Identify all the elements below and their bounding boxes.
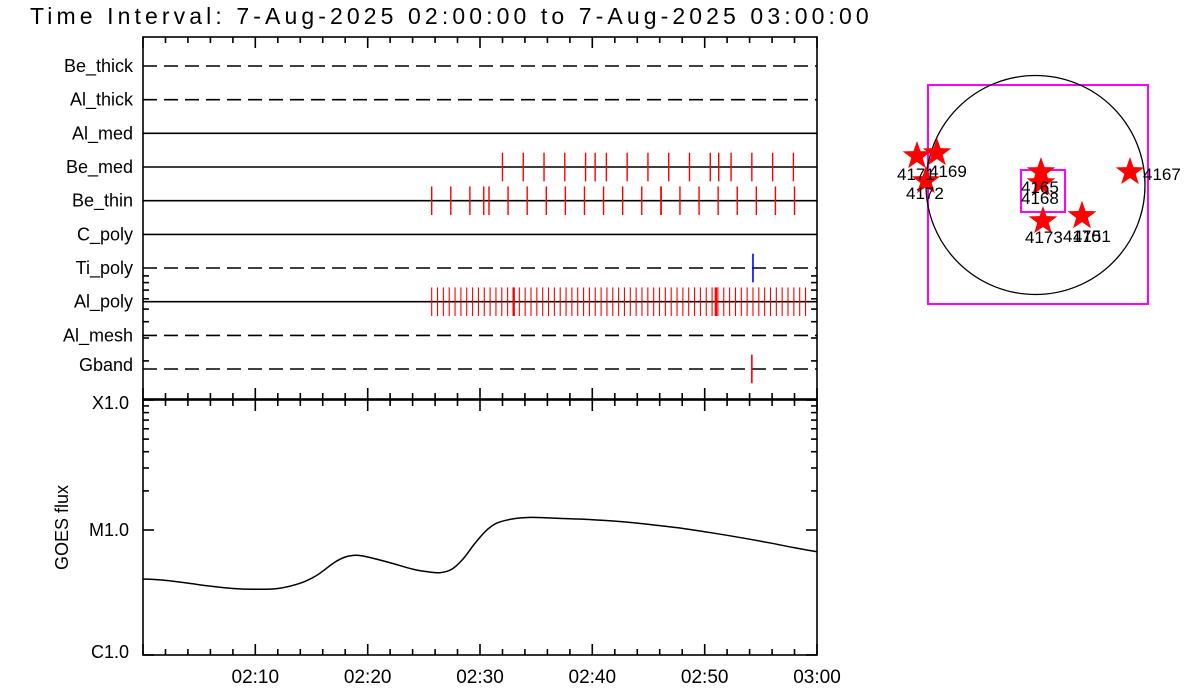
- svg-text:Al_poly: Al_poly: [74, 292, 133, 313]
- svg-text:02:30: 02:30: [456, 667, 504, 688]
- svg-text:02:20: 02:20: [344, 667, 392, 688]
- svg-text:Al_thick: Al_thick: [70, 90, 134, 111]
- svg-text:Ti_poly: Ti_poly: [76, 258, 133, 279]
- svg-text:Be_med: Be_med: [66, 157, 133, 178]
- svg-text:Al_mesh: Al_mesh: [63, 325, 133, 346]
- svg-text:4167: 4167: [1143, 165, 1181, 184]
- svg-text:4173: 4173: [1025, 228, 1063, 247]
- svg-text:C_poly: C_poly: [77, 224, 133, 245]
- svg-text:Time Interval: 7-Aug-2025 0: Time Interval: 7-Aug-2025 02:00:00 to 7-…: [30, 3, 873, 29]
- svg-text:02:10: 02:10: [232, 667, 280, 688]
- svg-text:02:50: 02:50: [681, 667, 729, 688]
- svg-text:Gband: Gband: [79, 355, 133, 375]
- svg-text:4172: 4172: [906, 184, 944, 203]
- svg-text:4168: 4168: [1021, 189, 1059, 208]
- svg-text:03:00: 03:00: [793, 667, 841, 688]
- svg-text:Al_med: Al_med: [72, 123, 133, 144]
- svg-text:4169: 4169: [929, 162, 967, 181]
- svg-text:GOES flux: GOES flux: [52, 485, 72, 570]
- svg-text:X1.0: X1.0: [92, 393, 129, 413]
- svg-text:4151: 4151: [1073, 227, 1111, 246]
- svg-text:C1.0: C1.0: [91, 642, 129, 662]
- svg-text:Be_thin: Be_thin: [72, 191, 133, 212]
- svg-text:02:40: 02:40: [569, 667, 617, 688]
- svg-text:M1.0: M1.0: [89, 520, 129, 540]
- svg-text:Be_thick: Be_thick: [64, 56, 134, 77]
